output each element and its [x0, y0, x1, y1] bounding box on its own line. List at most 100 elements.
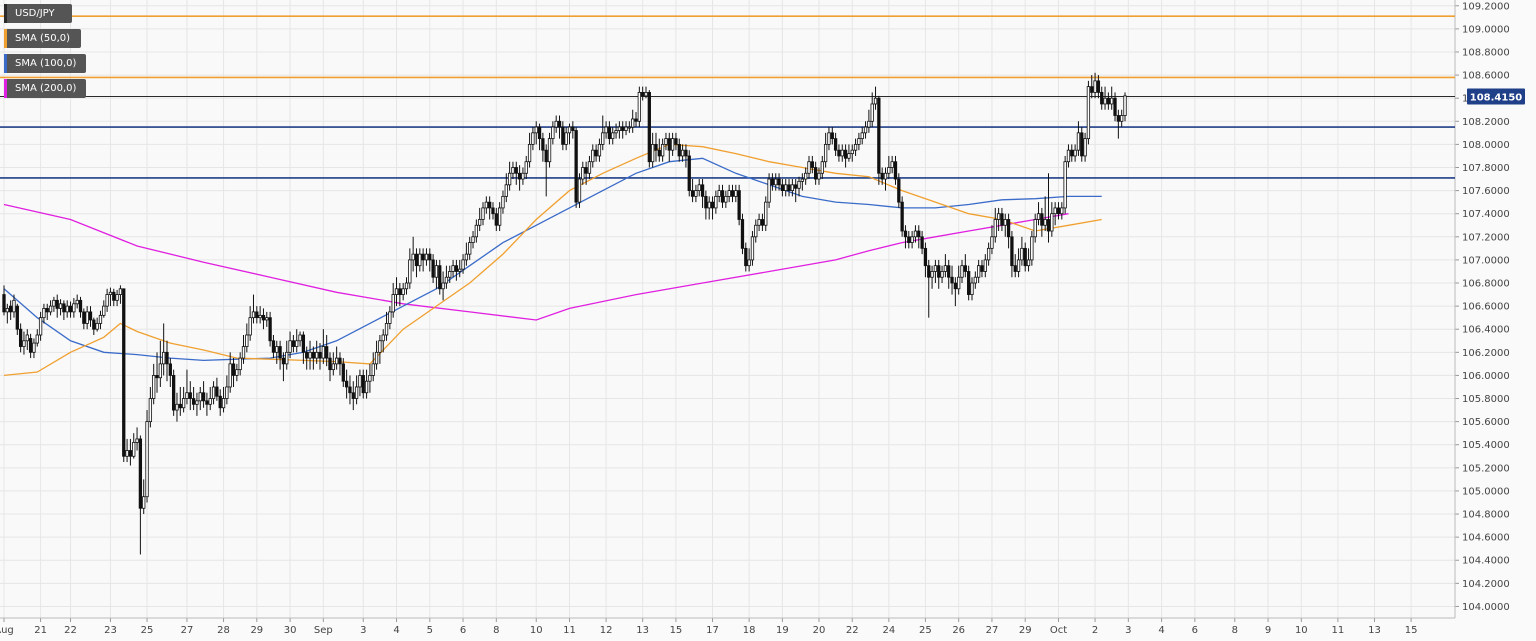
candle: [837, 144, 841, 162]
candle: [544, 144, 548, 197]
candle-body: [747, 259, 751, 267]
candle: [591, 144, 595, 168]
candle: [15, 303, 19, 335]
legend-label: SMA (50,0): [15, 33, 71, 44]
x-tick-label: 5: [427, 625, 433, 636]
candle-body: [574, 130, 578, 203]
candle: [660, 138, 665, 162]
candle-body: [358, 375, 362, 388]
legend-item-usdjpy[interactable]: USD/JPY: [4, 4, 72, 23]
candle-body: [271, 340, 276, 353]
candle: [142, 479, 146, 515]
candle-body: [903, 230, 908, 238]
candle-body: [15, 305, 19, 330]
candle: [112, 288, 116, 307]
candle: [165, 340, 169, 382]
candle-body: [251, 311, 256, 319]
candle: [684, 144, 688, 168]
candle-body: [258, 314, 262, 319]
candle: [537, 123, 542, 151]
candle-body: [670, 138, 675, 151]
candle: [115, 289, 119, 307]
candle-body: [873, 97, 878, 105]
candle: [152, 363, 156, 405]
candle: [98, 310, 103, 330]
candle: [764, 196, 768, 232]
candle: [760, 213, 765, 232]
candle: [963, 254, 967, 278]
candle: [820, 155, 824, 180]
candle: [454, 259, 459, 281]
candle-body: [434, 265, 439, 278]
candle: [541, 132, 545, 162]
sma-200-line: [3, 203, 1069, 321]
candle: [231, 358, 236, 387]
candle: [913, 225, 918, 243]
legend-item-sma200[interactable]: SMA (200,0): [4, 79, 86, 98]
candle-body: [311, 351, 316, 359]
candle-body: [268, 317, 272, 342]
legend-label: USD/JPY: [15, 8, 55, 19]
candle-body: [947, 265, 951, 278]
candle: [787, 179, 791, 197]
candle-body: [1090, 86, 1094, 93]
candle: [68, 301, 73, 318]
candle-body: [1123, 95, 1127, 116]
candle: [887, 155, 891, 180]
candle-body: [384, 323, 389, 336]
candle: [491, 202, 495, 220]
candle: [251, 294, 256, 324]
candle: [637, 86, 641, 128]
candle: [318, 343, 322, 370]
x-tick-label: 27: [181, 625, 194, 636]
candle: [411, 236, 415, 272]
candle-body: [401, 288, 405, 295]
candle: [777, 173, 781, 191]
candle-body: [364, 380, 369, 394]
candle: [32, 338, 36, 359]
y-tick-label: 104.0000: [1462, 602, 1510, 613]
legend-item-sma50[interactable]: SMA (50,0): [4, 29, 81, 48]
x-tick-label: 24: [882, 625, 895, 636]
candle: [607, 121, 612, 145]
candle: [205, 392, 209, 416]
candle: [181, 386, 186, 413]
candle: [404, 277, 409, 295]
candle: [391, 283, 395, 318]
candle-body: [913, 230, 918, 238]
candle-body: [827, 132, 831, 145]
legend-item-sma100[interactable]: SMA (100,0): [4, 54, 86, 73]
candle: [72, 298, 76, 318]
x-tick-label: 29: [1019, 625, 1032, 636]
candle: [770, 173, 775, 191]
candle: [933, 259, 938, 284]
candle: [241, 334, 246, 364]
candle-body: [444, 276, 449, 284]
candle: [1113, 92, 1117, 122]
candle-body: [986, 247, 991, 261]
candle: [1116, 109, 1121, 139]
candle-body: [1036, 213, 1041, 220]
y-tick-label: 107.6000: [1462, 186, 1510, 197]
candle-body: [601, 132, 605, 145]
candle-body: [1033, 219, 1037, 238]
y-tick-label: 106.6000: [1462, 302, 1510, 313]
candle-body: [707, 201, 711, 209]
candle-body: [621, 126, 625, 131]
candle: [927, 259, 931, 318]
candle-body: [394, 288, 399, 295]
candle: [102, 300, 106, 318]
candle: [172, 369, 176, 416]
y-tick-label: 109.0000: [1462, 24, 1510, 35]
candle-body: [331, 363, 335, 371]
candle-body: [48, 305, 53, 313]
candle-body: [537, 126, 542, 140]
candle-body: [584, 167, 588, 174]
candle: [1036, 202, 1041, 226]
candle: [38, 311, 43, 341]
candle-body: [690, 190, 695, 197]
candle: [265, 311, 269, 327]
candle-body: [172, 375, 176, 411]
candle: [378, 334, 382, 364]
candle-body: [328, 357, 332, 371]
